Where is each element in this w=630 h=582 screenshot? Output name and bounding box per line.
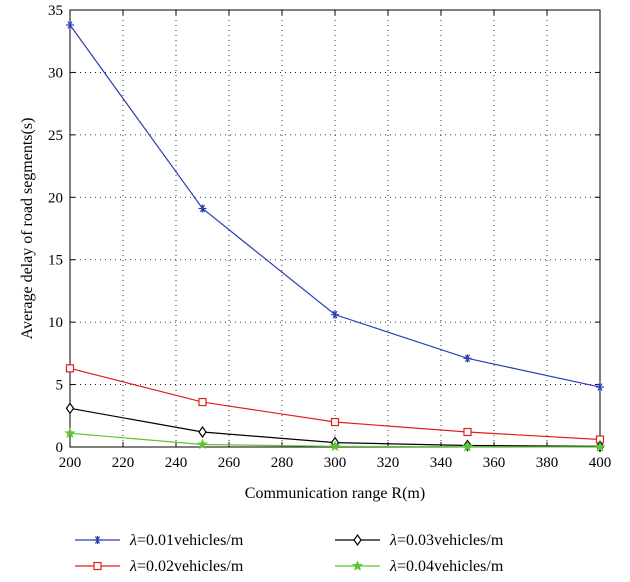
legend-label: λ=0.04vehicles/m — [389, 558, 504, 575]
y-tick-label: 25 — [48, 128, 63, 144]
series-2 — [65, 364, 605, 444]
x-tick-label: 260 — [218, 455, 241, 471]
data-point — [198, 204, 207, 213]
data-point — [65, 364, 75, 373]
series-line — [69, 24, 601, 388]
x-tick-label: 280 — [271, 455, 294, 471]
x-tick-label: 380 — [536, 455, 559, 471]
series-1 — [66, 20, 604, 392]
legend-item: λ=0.01vehicles/m — [75, 532, 244, 549]
data-point — [596, 383, 604, 392]
data-point — [329, 440, 341, 452]
x-tick-label: 300 — [324, 455, 347, 471]
data-point — [461, 440, 474, 452]
series-4 — [64, 427, 606, 452]
y-tick-label: 20 — [48, 190, 63, 206]
legend-item: λ=0.02vehicles/m — [75, 558, 244, 575]
x-tick-label: 240 — [165, 455, 188, 471]
data-point — [330, 417, 340, 427]
y-tick-label: 10 — [48, 315, 63, 331]
axes: 200 220 240 260 280 300 320 340 360 380 400 0 5 10 15 2… — [48, 3, 611, 471]
y-tick-label: 0 — [56, 440, 64, 456]
legend-marker — [353, 533, 362, 547]
data-point — [463, 354, 472, 363]
y-tick-label: 30 — [48, 65, 63, 81]
legend: λ=0.01vehicles/m λ=0.02vehicles/m λ=0.03ve… — [75, 532, 504, 575]
x-tick-label: 400 — [589, 455, 612, 471]
legend-item: λ=0.04vehicles/m — [335, 558, 504, 575]
data-point — [196, 438, 209, 450]
data-point — [198, 397, 207, 407]
y-tick-label: 35 — [48, 3, 63, 19]
data-point — [198, 425, 207, 439]
legend-marker — [351, 560, 364, 571]
legend-label: λ=0.03vehicles/m — [389, 532, 504, 549]
series-layer — [64, 20, 606, 453]
data-point — [66, 20, 74, 29]
legend-label: λ=0.02vehicles/m — [129, 558, 244, 575]
data-point — [64, 427, 76, 438]
x-tick-label: 200 — [59, 455, 82, 471]
legend-item: λ=0.03vehicles/m — [335, 532, 504, 549]
y-tick-label: 5 — [56, 378, 64, 394]
legend-marker — [93, 561, 102, 571]
grid — [70, 10, 600, 447]
data-point — [331, 310, 339, 319]
y-tick-label: 15 — [48, 253, 63, 269]
x-tick-label: 340 — [430, 455, 453, 471]
x-axis-title: Communication range R(m) — [245, 485, 425, 502]
x-tick-label: 220 — [112, 455, 135, 471]
data-point — [594, 441, 606, 452]
legend-label: λ=0.01vehicles/m — [129, 532, 244, 549]
series-line — [69, 367, 601, 441]
y-axis-title: Average delay of road segments(s) — [19, 118, 36, 340]
data-point — [463, 427, 472, 437]
data-point — [65, 402, 75, 415]
x-tick-label: 320 — [377, 455, 400, 471]
x-tick-label: 360 — [483, 455, 506, 471]
legend-marker — [93, 536, 102, 544]
